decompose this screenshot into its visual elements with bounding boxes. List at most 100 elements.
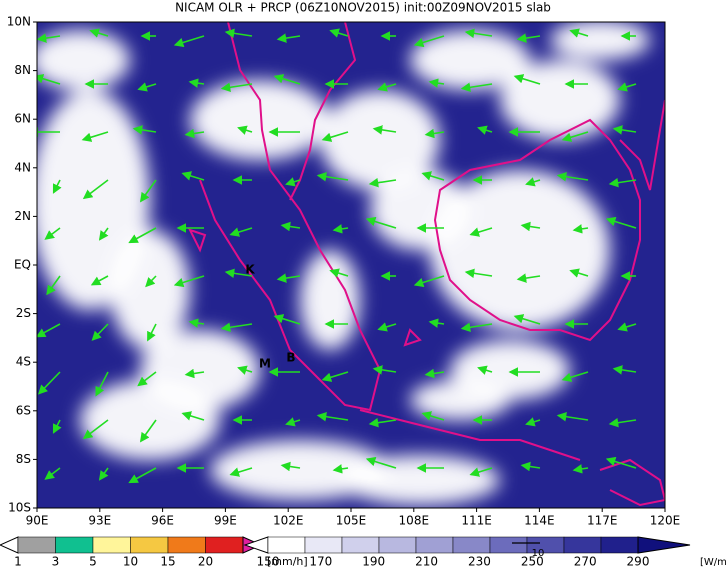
wind-arrow [132,125,157,135]
wind-arrow [424,128,445,139]
x-tick-label: 105E [336,514,367,528]
y-tick-label: 2N [14,209,31,223]
wind-arrow [273,74,301,85]
y-tick-label: 4N [14,160,31,174]
vector-label: 10 [532,548,545,559]
cloud [550,22,650,60]
wind-arrow [464,28,493,39]
wind-arrow [229,467,253,477]
wind-arrow [561,371,589,382]
colorbar-label: 170 [309,555,332,569]
wind-arrow [91,323,109,341]
wind-arrow [377,82,397,92]
wind-arrow [276,33,301,43]
wind-arrow [137,371,157,387]
cloud [140,330,260,410]
wind-arrow [572,464,589,474]
wind-arrow [52,419,62,434]
wind-arrow [424,368,445,379]
colorbar-cell [378,536,417,554]
colorbar-label: 15 [160,555,175,569]
wind-arrow [332,224,349,234]
wind-arrow [52,179,62,194]
wind-arrow [608,177,637,188]
colorbar-cell [489,536,528,554]
wind-arrow [98,227,109,241]
wind-arrow [329,268,349,278]
wind-arrow [368,177,397,188]
wind-arrow [421,411,445,421]
colorbar-label: 150 [257,555,280,569]
wind-arrow [460,322,493,333]
wind-arrow [181,411,205,421]
colorbar-cell [92,536,131,554]
wind-arrow [37,33,61,43]
wind-arrow [44,227,61,240]
wind-arrow [321,371,349,382]
title: NICAM OLR + PRCP (06Z10NOV2015) init:00Z… [175,1,551,15]
y-tick-label: 10S [8,501,31,515]
wind-arrow [365,216,397,229]
x-tick-label: 96E [151,514,174,528]
wind-arrow [137,82,157,92]
cloud [340,455,500,505]
wind-arrow [525,177,541,187]
wind-arrow [139,419,157,443]
wind-arrow [90,275,109,286]
colorbar-cell [304,536,343,554]
colorbar-cell [563,536,602,554]
colorbar-label: 250 [521,555,544,569]
wind-arrow [372,125,397,135]
wind-arrow [569,28,589,38]
colorbar-label: 3 [52,555,60,569]
colorbar-label: 190 [362,555,385,569]
wind-arrow [605,456,637,469]
y-tick-label: 8S [16,452,31,466]
x-tick-label: 120E [650,514,681,528]
y-tick-label: 6N [14,112,31,126]
wind-arrow [280,461,301,472]
wind-arrow [368,417,397,428]
wind-arrow [520,221,541,232]
wind-arrow [224,268,253,279]
colorbar-unit: [W/m^2] [700,557,726,568]
wind-arrow [321,131,349,142]
wind-arrow [276,273,301,283]
wind-arrow [617,82,637,92]
map-area [37,22,665,508]
wind-arrow [95,371,109,397]
colorbar-label: 5 [89,555,97,569]
x-tick-label: 114E [524,514,555,528]
wind-arrow [181,171,205,181]
wind-arrow [173,275,205,288]
wind-arrow [365,456,397,469]
wind-arrow [525,417,541,427]
x-tick-label: 93E [88,514,111,528]
y-tick-label: 6S [16,403,31,417]
wind-arrow [220,82,253,93]
wind-arrow [145,275,157,288]
wind-arrow [81,131,109,142]
wind-arrow [280,221,301,232]
x-tick-label: 90E [26,514,49,528]
wind-arrow [37,74,61,85]
wind-arrow [89,28,109,38]
wind-arrow [477,365,493,375]
colorbar-label: 10 [123,555,138,569]
wind-arrow [556,411,589,422]
wind-arrow [561,131,589,142]
colorbar-cell [130,536,169,554]
wind-arrow [128,467,157,484]
x-tick-label: 111E [461,514,492,528]
wind-arrow [469,467,493,477]
x-tick-label: 108E [399,514,430,528]
wind-arrow [605,216,637,229]
wind-arrow [460,82,493,93]
wind-vectors [37,28,637,484]
wind-arrow [316,171,349,182]
cloud [320,90,440,190]
cloud [410,380,510,420]
wind-arrow [188,78,205,88]
wind-arrow [229,227,253,237]
wind-arrow [612,365,637,375]
